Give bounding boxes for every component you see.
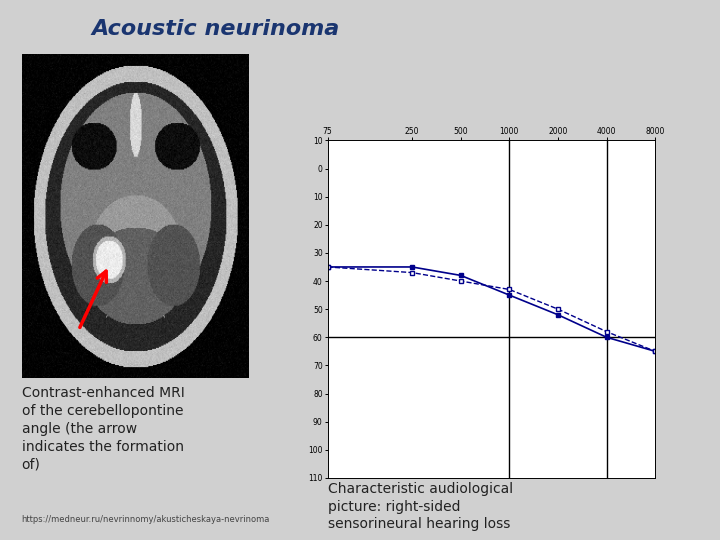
Text: Contrast-enhanced MRI
of the cerebellopontine
angle (the arrow
indicates the for: Contrast-enhanced MRI of the cerebellopo… <box>22 386 184 471</box>
Text: Acoustic neurinoma: Acoustic neurinoma <box>92 19 340 39</box>
Text: https://medneur.ru/nevrinnomy/akusticheskaya-nevrinoma: https://medneur.ru/nevrinnomy/akustiches… <box>22 515 270 524</box>
Text: Characteristic audiological
picture: right-sided
sensorineural hearing loss: Characteristic audiological picture: rig… <box>328 482 513 531</box>
